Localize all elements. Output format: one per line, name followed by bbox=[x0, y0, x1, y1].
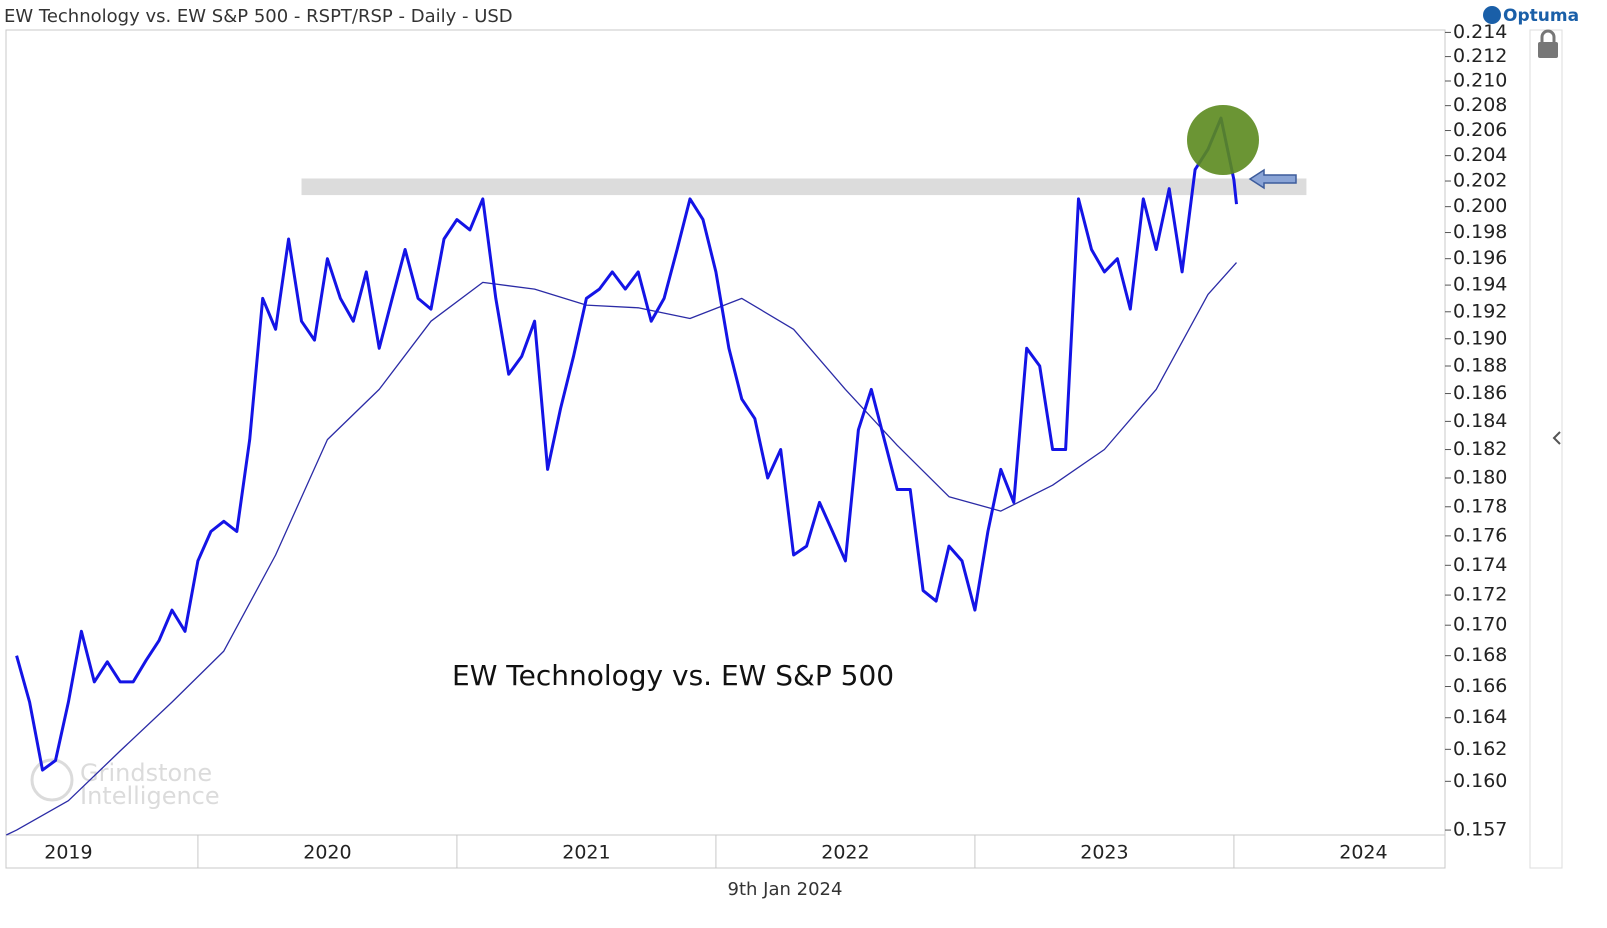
y-tick-label: 0.206 bbox=[1453, 119, 1507, 141]
y-tick-label: 0.208 bbox=[1453, 94, 1507, 116]
y-tick-label: 0.170 bbox=[1453, 614, 1507, 636]
y-tick-label: 0.210 bbox=[1453, 69, 1507, 91]
watermark: Grindstone Intelligence bbox=[30, 758, 220, 810]
y-tick-label: 0.174 bbox=[1453, 554, 1507, 576]
expand-arrow[interactable] bbox=[1552, 431, 1561, 445]
pointer-arrow bbox=[1248, 168, 1297, 190]
y-tick-label: 0.160 bbox=[1453, 770, 1507, 792]
y-tick-label: 0.202 bbox=[1453, 170, 1507, 192]
x-tick-label: 2024 bbox=[1339, 842, 1387, 864]
x-tick-label: 2020 bbox=[303, 842, 351, 864]
y-tick-label: 0.157 bbox=[1453, 819, 1507, 841]
chart-title: EW Technology vs. EW S&P 500 - RSPT/RSP … bbox=[4, 6, 513, 27]
watermark-line: Intelligence bbox=[80, 782, 220, 810]
y-tick-label: 0.164 bbox=[1453, 706, 1507, 728]
y-tick-label: 0.198 bbox=[1453, 221, 1507, 243]
y-tick-label: 0.190 bbox=[1453, 327, 1507, 349]
y-tick-label: 0.168 bbox=[1453, 644, 1507, 666]
annotation: EW Technology vs. EW S&P 500 bbox=[452, 659, 894, 692]
y-tick-label: 0.214 bbox=[1453, 21, 1507, 43]
y-tick-label: 0.166 bbox=[1453, 675, 1507, 697]
y-tick-label: 0.182 bbox=[1453, 438, 1507, 460]
lock-icon[interactable] bbox=[1538, 29, 1558, 58]
y-tick-label: 0.204 bbox=[1453, 144, 1507, 166]
x-tick-label: 2022 bbox=[821, 842, 869, 864]
y-tick-label: 0.176 bbox=[1453, 524, 1507, 546]
y-tick-label: 0.212 bbox=[1453, 45, 1507, 67]
y-tick-label: 0.200 bbox=[1453, 195, 1507, 217]
resistance-zone bbox=[301, 178, 1307, 196]
y-tick-label: 0.180 bbox=[1453, 466, 1507, 488]
y-tick-label: 0.186 bbox=[1453, 382, 1507, 404]
x-tick-label: 2019 bbox=[44, 842, 92, 864]
y-tick-label: 0.184 bbox=[1453, 410, 1507, 432]
x-tick-label: 2023 bbox=[1080, 842, 1128, 864]
series-line bbox=[6, 262, 1237, 836]
y-tick-label: 0.192 bbox=[1453, 300, 1507, 322]
watermark-line: Grindstone bbox=[80, 759, 212, 787]
side-panel bbox=[1529, 29, 1563, 869]
y-tick-label: 0.172 bbox=[1453, 584, 1507, 606]
highlight-circle bbox=[1187, 105, 1259, 175]
y-tick-label: 0.178 bbox=[1453, 495, 1507, 517]
series-line bbox=[15, 116, 1238, 772]
x-tick-label: 2021 bbox=[562, 842, 610, 864]
brand-logo: Optuma bbox=[1483, 6, 1579, 26]
date-label: 9th Jan 2024 bbox=[728, 879, 843, 900]
y-tick-label: 0.196 bbox=[1453, 247, 1507, 269]
y-tick-label: 0.188 bbox=[1453, 355, 1507, 377]
y-tick-label: 0.162 bbox=[1453, 738, 1507, 760]
brand-text: Optuma bbox=[1503, 6, 1579, 26]
y-tick-label: 0.194 bbox=[1453, 274, 1507, 296]
